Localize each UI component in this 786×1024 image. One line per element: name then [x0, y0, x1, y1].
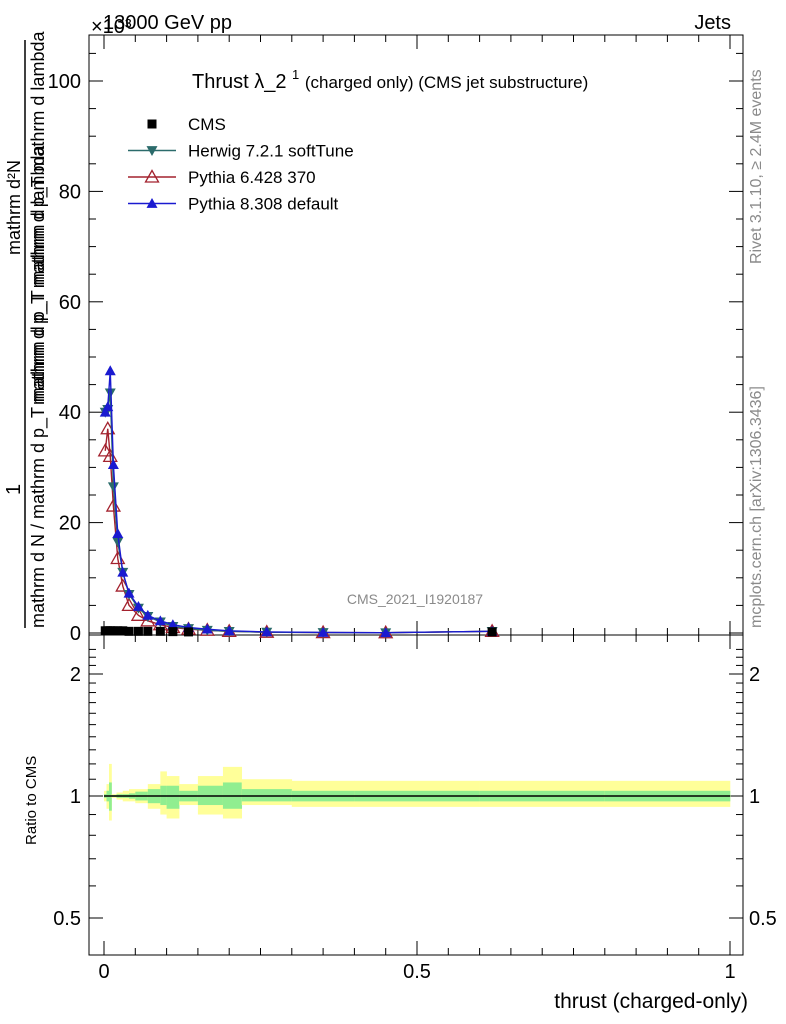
data-point	[155, 626, 165, 636]
y-tick-label: 80	[59, 181, 81, 203]
legend-marker	[144, 169, 160, 183]
legend-entry: CMS	[147, 115, 226, 134]
data-point	[102, 401, 114, 412]
ratio-y-tick-label: 2	[70, 664, 81, 686]
ylabel-middle: mathrm d p_T mathrm d p_T mathrm d lambd…	[28, 31, 49, 405]
main-series	[97, 365, 500, 639]
legend-label: CMS	[188, 115, 226, 134]
series-0	[100, 626, 497, 637]
legend-entry: Pythia 8.308 default	[128, 195, 339, 214]
ylabel-top: mathrm d²N	[4, 160, 24, 255]
exponent-label: ×10³	[91, 16, 132, 38]
mcplots-label: mcplots.cern.ch [arXiv:1306.3436]	[748, 386, 765, 628]
y-tick-label: 100	[48, 71, 81, 93]
series-line	[104, 370, 493, 634]
energy-label: 13000 GeV pp	[103, 12, 232, 34]
y-tick-label: 20	[59, 513, 81, 535]
data-point	[168, 627, 178, 637]
main-y-axis-label: 1 mathrm d²N mathrm d p_T mathrm d p_T m…	[3, 31, 49, 628]
data-point	[104, 365, 116, 376]
legend-marker	[147, 119, 157, 129]
x-tick-label: 1	[724, 961, 735, 983]
data-point	[261, 626, 273, 637]
data-point	[104, 388, 116, 399]
data-point	[140, 613, 156, 627]
x-axis-label: thrust (charged-only)	[554, 990, 748, 1013]
data-point	[133, 626, 143, 636]
ratio-y-axis-label: Ratio to CMS	[23, 756, 40, 845]
series-3	[99, 365, 498, 638]
data-point	[123, 587, 135, 598]
ratio-y-tick-label: 0.5	[53, 908, 81, 930]
data-point	[184, 627, 194, 637]
ratio-y-tick-label-right: 2	[749, 664, 760, 686]
data-point	[112, 537, 124, 548]
legend-marker	[146, 146, 158, 156]
data-point	[132, 601, 144, 611]
x-tick-label: 0.5	[403, 961, 431, 983]
legend-label: Herwig 7.2.1 softTune	[188, 142, 354, 161]
legend-marker	[146, 198, 158, 208]
data-point	[117, 566, 129, 577]
data-point	[107, 482, 119, 493]
title-rest: (charged only) (CMS jet substructure)	[305, 73, 588, 92]
data-point	[112, 528, 124, 539]
title-main: Thrust λ_2	[192, 71, 286, 93]
y-tick-label: 0	[70, 623, 81, 645]
ylabel-denominator: mathrm d N / mathrm d p_T mathrm d p_T m…	[28, 145, 49, 628]
data-point	[201, 623, 213, 634]
data-point	[143, 626, 153, 636]
ratio-bands	[104, 763, 731, 821]
data-point	[380, 627, 392, 638]
data-point	[487, 627, 497, 637]
data-point	[223, 625, 235, 636]
ratio-y-tick-label: 1	[70, 786, 81, 808]
data-point	[99, 406, 111, 417]
ratio-y-tick-label-right: 0.5	[749, 908, 777, 930]
legend-entry: Pythia 6.428 370	[128, 168, 316, 187]
data-point	[121, 597, 137, 612]
data-point	[118, 626, 128, 636]
ratio-axis-ticks: 0.5 0.5 1 1 2 2 0 0.5 1	[53, 635, 777, 983]
data-point	[97, 443, 113, 457]
ratio-band-inner	[166, 785, 180, 809]
legend: CMS Herwig 7.2.1 softTune Pythia 6.428 370…	[128, 115, 354, 214]
ylabel-numerator: 1	[3, 484, 25, 495]
data-point	[124, 626, 134, 636]
jets-label: Jets	[694, 12, 731, 34]
rivet-label: Rivet 3.1.10, ≥ 2.4M events	[748, 69, 765, 264]
legend-label: Pythia 8.308 default	[188, 195, 339, 214]
analysis-watermark: CMS_2021_I1920187	[347, 591, 483, 607]
title-superscript: 1	[292, 67, 299, 82]
plot-title: Thrust λ_2 1 (charged only) (CMS jet sub…	[192, 62, 588, 93]
y-tick-label: 40	[59, 402, 81, 424]
ratio-band-inner	[241, 789, 293, 802]
y-tick-label: 60	[59, 292, 81, 314]
legend-label: Pythia 6.428 370	[188, 168, 316, 187]
data-point	[130, 607, 147, 621]
data-point	[154, 615, 166, 626]
legend-entry: Herwig 7.2.1 softTune	[128, 142, 354, 161]
data-point	[107, 459, 119, 470]
data-point	[142, 609, 154, 620]
x-tick-label: 0	[98, 961, 109, 983]
data-point	[167, 619, 179, 630]
data-point	[113, 626, 123, 636]
ratio-y-tick-label-right: 1	[749, 786, 760, 808]
ratio-panel-frame	[88, 634, 744, 956]
data-point	[317, 626, 329, 637]
